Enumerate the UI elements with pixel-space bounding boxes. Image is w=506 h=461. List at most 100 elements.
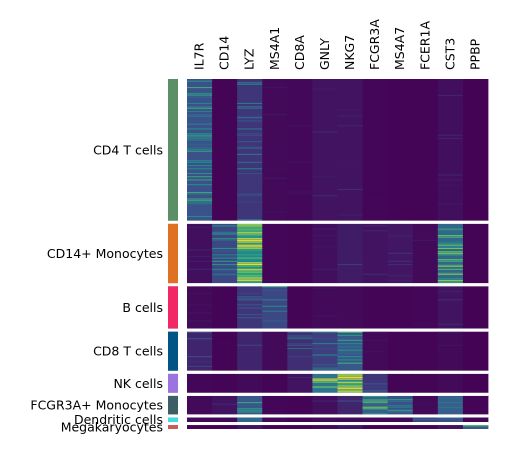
- cell-expression-line: [337, 386, 363, 388]
- heatmap-cell: [412, 425, 439, 429]
- group-color-bar: [168, 417, 178, 423]
- cell-expression-line: [187, 139, 213, 141]
- group-color-bar: [168, 395, 178, 415]
- heatmap-cell: [437, 331, 464, 371]
- heatmap-cell: [387, 417, 414, 423]
- cell-expression-line: [437, 417, 464, 419]
- cell-expression-line: [187, 201, 213, 203]
- heatmap-cell: [262, 331, 288, 371]
- cell-expression-line: [237, 362, 263, 364]
- cell-expression-line: [387, 322, 414, 324]
- cell-expression-line: [412, 365, 439, 368]
- cell-expression-line: [187, 268, 213, 270]
- cell-expression-line: [187, 214, 213, 216]
- cell-expression-line: [437, 179, 464, 181]
- cell-expression-line: [212, 238, 238, 240]
- cell-expression-line: [337, 331, 363, 333]
- cell-expression-line: [337, 383, 363, 385]
- cell-expression-line: [387, 252, 414, 254]
- heatmap-cell: [387, 286, 414, 329]
- group-color-bar: [168, 331, 178, 371]
- cell-expression-line: [387, 405, 414, 407]
- heatmap-cell: [462, 79, 489, 221]
- cell-expression-line: [237, 230, 263, 232]
- heatmap-cell: [462, 425, 489, 429]
- cell-expression-line: [337, 425, 363, 427]
- cell-expression-line: [237, 304, 263, 306]
- cell-expression-line: [312, 88, 338, 90]
- group-color-bar: [168, 79, 178, 221]
- cell-expression-line: [437, 260, 464, 262]
- cell-expression-line: [437, 323, 464, 325]
- cell-expression-line: [312, 388, 338, 390]
- cell-expression-line: [287, 356, 313, 358]
- cell-expression-line: [237, 249, 263, 251]
- cell-expression-line: [337, 214, 363, 216]
- cell-expression-line: [312, 268, 338, 270]
- cell-expression-line: [237, 268, 263, 270]
- cell-expression-line: [187, 110, 213, 112]
- cell-expression-line: [237, 246, 263, 248]
- heatmap-cell: [287, 223, 313, 284]
- cell-expression-line: [362, 331, 389, 333]
- heatmap-cell: [237, 331, 263, 371]
- cell-expression-line: [187, 142, 213, 144]
- cell-expression-line: [437, 184, 464, 186]
- cell-expression-line: [237, 231, 263, 233]
- heatmap-cell: [337, 417, 363, 423]
- cell-expression-line: [437, 94, 464, 97]
- cell-expression-line: [187, 94, 213, 97]
- cell-expression-line: [237, 172, 263, 175]
- cell-expression-line: [287, 125, 313, 127]
- heatmap-cell: [262, 286, 288, 329]
- group-label: B cells: [122, 300, 163, 315]
- cell-expression-line: [187, 215, 213, 218]
- cell-expression-line: [312, 343, 338, 345]
- cell-expression-line: [287, 338, 313, 340]
- cell-expression-line: [437, 235, 464, 237]
- cell-expression-line: [437, 273, 464, 275]
- cell-expression-line: [437, 299, 464, 301]
- cell-expression-line: [387, 411, 414, 413]
- heatmap-cell: [187, 286, 213, 329]
- cell-expression-line: [237, 102, 263, 105]
- heatmap-cell: [187, 395, 213, 415]
- heatmap-cell: [212, 286, 238, 329]
- cell-expression-line: [187, 107, 213, 109]
- cell-expression-line: [237, 168, 263, 170]
- cell-expression-line: [287, 344, 313, 346]
- heatmap-cell: [437, 425, 464, 429]
- cell-expression-line: [212, 247, 238, 249]
- heatmap-cell: [337, 223, 363, 284]
- cell-expression-line: [312, 367, 338, 369]
- group-labels: CD4 T cells CD14+ Monocytes B cells CD8 T c…: [30, 142, 163, 434]
- cell-expression-line: [287, 192, 313, 194]
- cell-expression-line: [212, 225, 238, 227]
- cell-expression-line: [437, 247, 464, 249]
- cell-expression-line: [262, 86, 288, 89]
- cell-expression-line: [237, 296, 263, 298]
- cell-expression-line: [212, 349, 238, 351]
- cell-expression-line: [187, 184, 213, 186]
- cell-expression-line: [237, 83, 263, 85]
- heatmap-cell: [437, 286, 464, 329]
- cell-expression-line: [187, 200, 213, 202]
- gene-label: GNLY: [317, 38, 332, 70]
- cell-expression-line: [237, 271, 263, 274]
- cell-expression-line: [312, 364, 338, 366]
- cell-expression-line: [237, 236, 263, 238]
- cell-expression-line: [412, 418, 439, 421]
- heatmap-cell: [262, 79, 288, 221]
- heatmap-cell: [312, 425, 338, 429]
- heatmap-cell: [462, 286, 489, 329]
- heatmap-cell: [237, 425, 263, 429]
- cell-expression-line: [237, 244, 263, 246]
- cell-expression-line: [237, 254, 263, 256]
- cell-expression-line: [437, 263, 464, 266]
- cell-expression-line: [362, 400, 389, 402]
- heatmap-body: [187, 79, 489, 429]
- cell-expression-line: [287, 336, 313, 338]
- heatmap-cell: [212, 395, 238, 415]
- cell-expression-line: [187, 192, 213, 194]
- heatmap-cell: [362, 286, 389, 329]
